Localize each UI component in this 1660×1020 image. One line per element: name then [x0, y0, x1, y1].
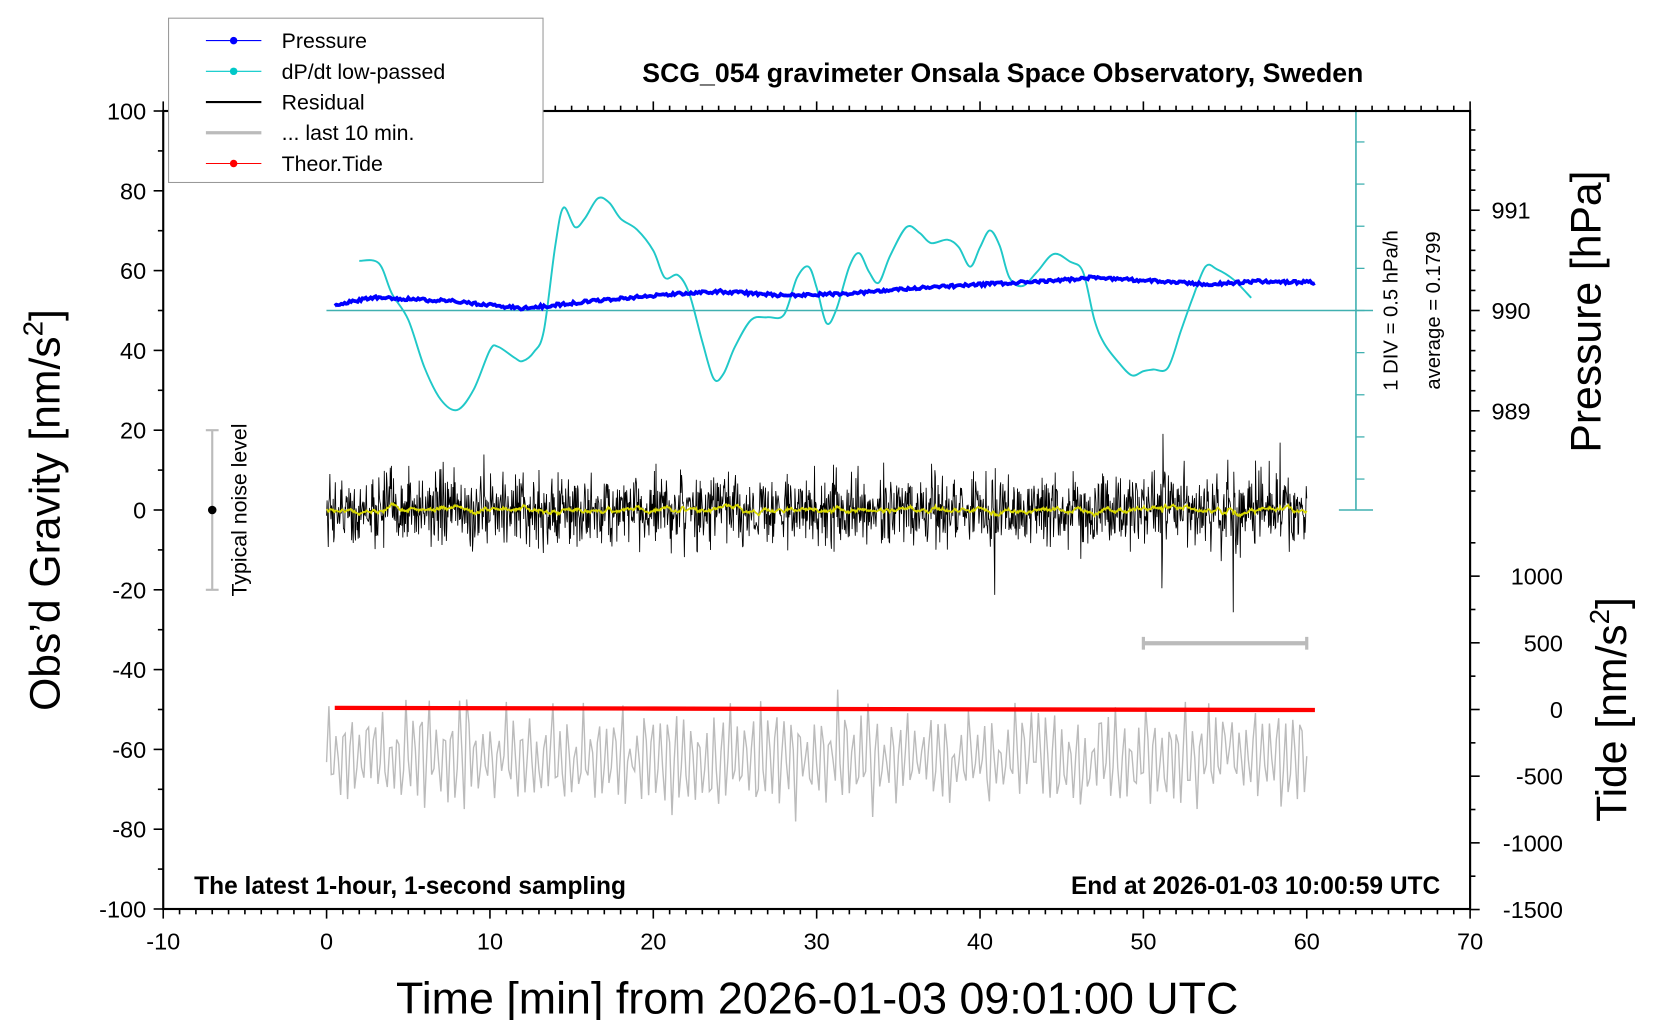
- chart-title: SCG_054 gravimeter Onsala Space Observat…: [642, 58, 1363, 88]
- tide-axis-label: Tide [nm/s2]: [1584, 597, 1636, 822]
- y-tick-label: -40: [112, 657, 146, 683]
- y-tick-label: 0: [133, 498, 146, 524]
- x-tick-label: 60: [1294, 929, 1320, 955]
- pressure-axis-label: Pressure [hPa]: [1562, 170, 1610, 452]
- x-tick-label: 50: [1130, 929, 1156, 955]
- legend-box: [168, 17, 544, 184]
- x-tick-label: -10: [146, 929, 180, 955]
- dpdt-average-label: average = 0.1799: [1423, 231, 1445, 389]
- legend-item: Theor.Tide: [205, 152, 383, 176]
- tide-tick-label: -500: [1516, 764, 1563, 790]
- x-tick-label: 20: [640, 929, 666, 955]
- plot-layer: [205, 110, 1374, 822]
- y-tick-label: -60: [112, 737, 146, 763]
- pressure-line: [333, 274, 1316, 312]
- x-tick-label: 70: [1457, 929, 1483, 955]
- x-tick-label: 30: [804, 929, 830, 955]
- tide-tick-label: -1000: [1503, 830, 1563, 856]
- pressure-tick-label: 991: [1491, 198, 1530, 224]
- y-tick-label: 80: [120, 178, 146, 204]
- legend: Pressure dP/dt low-passed Residual ... last…: [168, 17, 544, 184]
- tide-tick-label: -1500: [1503, 897, 1563, 923]
- legend-label: Residual: [282, 91, 365, 115]
- noise-level-dot: [207, 505, 217, 515]
- y-tick-label: 60: [120, 258, 146, 284]
- y-tick-label: 40: [120, 338, 146, 364]
- noise-level-label: Typical noise level: [227, 423, 251, 596]
- dpdt-div-label: 1 DIV = 0.5 hPa/h: [1381, 230, 1403, 390]
- legend-marker: [229, 159, 238, 168]
- residual-line: [326, 433, 1308, 613]
- y-tick-label: -80: [112, 817, 146, 843]
- note-left: The latest 1-hour, 1-second sampling: [194, 873, 626, 900]
- legend-item: dP/dt low-passed: [205, 60, 446, 84]
- x-axis-label: Time [min] from 2026-01-03 09:01:00 UTC: [396, 974, 1238, 1020]
- y-tick-label: 100: [107, 99, 146, 125]
- legend-label: Pressure: [282, 29, 367, 53]
- tide-tick-label: 1000: [1511, 564, 1563, 590]
- pressure-tick-label: 989: [1491, 398, 1530, 424]
- tide-line: [334, 705, 1315, 713]
- x-tick-label: 0: [320, 929, 333, 955]
- legend-marker: [229, 36, 238, 45]
- y-tick-label: -100: [99, 897, 146, 923]
- tide-tick-label: 500: [1524, 630, 1563, 656]
- y-tick-label: -20: [112, 577, 146, 603]
- legend-marker: [229, 67, 238, 76]
- y-axis-label: Obs’d Gravity [nm/s2]: [18, 309, 70, 711]
- tide-tick-label: 0: [1550, 697, 1563, 723]
- y-tick-label: 20: [120, 418, 146, 444]
- dpdt-line: [359, 196, 1252, 412]
- legend-label: Theor.Tide: [282, 152, 383, 176]
- x-tick-label: 40: [967, 929, 993, 955]
- legend-label: dP/dt low-passed: [282, 60, 446, 84]
- residual-smoothed-line: [326, 502, 1308, 519]
- axis-ticks: -10 0 10 20 30 40 50 60 70-100-80-60-40-20020406…: [99, 99, 1563, 955]
- legend-item: Pressure: [205, 29, 367, 53]
- x-tick-label: 10: [477, 929, 503, 955]
- note-right: End at 2026-01-03 10:00:59 UTC: [1071, 873, 1441, 900]
- legend-item: ... last 10 min.: [205, 121, 415, 145]
- legend-item: Residual: [205, 91, 365, 115]
- pressure-tick-label: 990: [1491, 298, 1530, 324]
- last-10-min-line: [325, 689, 1308, 822]
- legend-label: ... last 10 min.: [282, 121, 415, 145]
